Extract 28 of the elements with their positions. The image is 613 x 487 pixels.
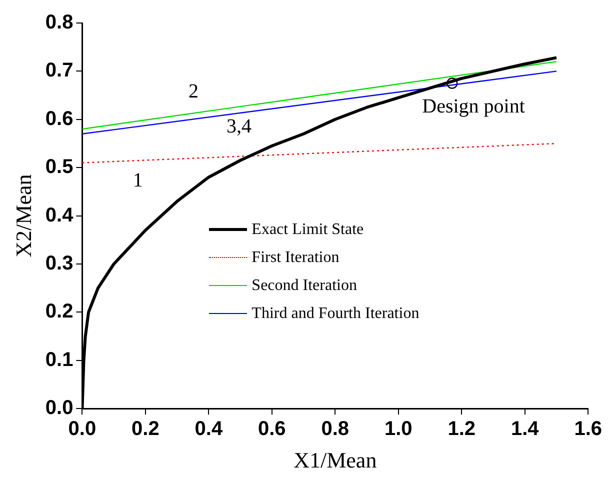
x-tick-label: 0.6 — [258, 418, 286, 440]
y-axis-title: X2/Mean — [10, 174, 36, 258]
x-tick-label: 0.4 — [194, 418, 224, 440]
x-tick-label: 1.0 — [384, 418, 412, 440]
legend-label: Exact Limit State — [252, 220, 364, 239]
x-tick-label: 1.4 — [510, 418, 540, 440]
x-axis-title: X1/Mean — [294, 448, 377, 473]
legend-label: Third and Fourth Iteration — [252, 304, 420, 323]
y-tick-label: 0.5 — [45, 156, 74, 178]
annotation: 3,4 — [226, 115, 252, 138]
y-tick-label: 0.3 — [45, 252, 74, 275]
annotation: 2 — [188, 80, 198, 103]
y-tick-label: 0.0 — [45, 397, 74, 420]
y-tick-label: 0.7 — [45, 60, 74, 82]
x-tick-label: 1.6 — [574, 418, 602, 440]
x-tick-label: 0.8 — [321, 418, 350, 440]
y-tick-label: 0.2 — [45, 300, 74, 323]
y-tick-label: 0.1 — [45, 348, 74, 371]
y-tick-label: 0.4 — [45, 204, 74, 226]
legend-label: First Iteration — [252, 248, 340, 267]
x-tick-label: 0.2 — [132, 418, 160, 440]
x-tick-label: 1.2 — [448, 418, 476, 440]
legend-label: Second Iteration — [252, 276, 357, 295]
y-tick-label: 0.6 — [45, 108, 74, 130]
y-tick-label: 0.8 — [45, 12, 74, 34]
annotation: 1 — [132, 169, 143, 192]
annotation: Design point — [422, 96, 526, 118]
x-tick-label: 0.0 — [68, 418, 96, 440]
